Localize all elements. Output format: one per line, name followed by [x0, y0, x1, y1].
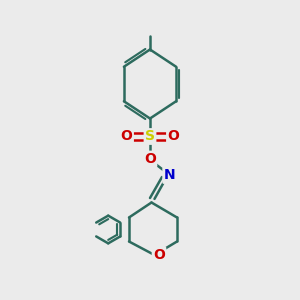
Text: O: O — [167, 130, 179, 143]
Text: N: N — [164, 169, 175, 182]
Text: O: O — [153, 248, 165, 262]
Text: O: O — [121, 130, 133, 143]
Text: S: S — [145, 130, 155, 143]
Text: O: O — [144, 152, 156, 166]
